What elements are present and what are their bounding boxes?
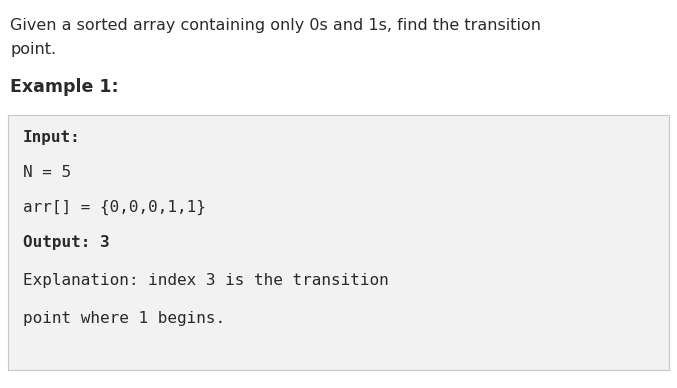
Text: Given a sorted array containing only 0s and 1s, find the transition: Given a sorted array containing only 0s …	[10, 18, 541, 33]
Text: Explanation: index 3 is the transition: Explanation: index 3 is the transition	[23, 273, 389, 288]
Text: point.: point.	[10, 42, 56, 57]
Text: arr[] = {0,0,0,1,1}: arr[] = {0,0,0,1,1}	[23, 200, 206, 215]
Text: Example 1:: Example 1:	[10, 78, 118, 96]
Text: N = 5: N = 5	[23, 165, 71, 180]
Text: Output: 3: Output: 3	[23, 235, 110, 250]
Text: point where 1 begins.: point where 1 begins.	[23, 311, 225, 326]
Text: Input:: Input:	[23, 130, 81, 145]
